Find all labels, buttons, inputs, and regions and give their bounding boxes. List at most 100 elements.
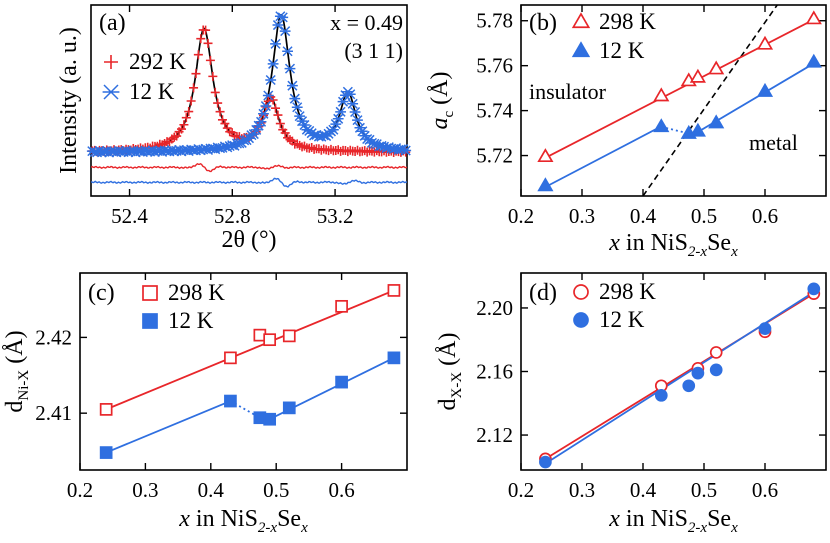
x-axis-label-sub: x	[300, 520, 308, 536]
data-point-292K	[205, 55, 215, 65]
data-point-298K	[653, 87, 670, 102]
plot-frame-a	[90, 4, 408, 197]
y-axis-label-main: d	[2, 401, 28, 413]
data-point-12K	[262, 90, 274, 101]
data-point-12K	[756, 82, 774, 97]
data-point-298K	[263, 333, 277, 347]
data-point-292K	[273, 110, 283, 120]
y-tick-label-d: 2.20	[476, 296, 513, 320]
data-point-292K	[271, 103, 281, 113]
data-point-298K	[805, 10, 822, 25]
boundary-group	[642, 5, 778, 196]
x-axis-label-text: in NiS	[620, 506, 688, 532]
legend-label-a: 292 K	[129, 49, 186, 74]
fit-line-298K	[105, 289, 395, 411]
plot-frame-b	[520, 4, 827, 197]
x-axis-label-text: in NiS	[620, 230, 688, 256]
data-point-12K	[332, 113, 344, 124]
data-point-12K	[282, 401, 296, 415]
annotation-reflection: (3 1 1)	[344, 38, 403, 63]
x-tick-label-c: 0.6	[328, 478, 354, 502]
fit-line-12K-low	[105, 400, 231, 454]
data-point-12K	[539, 455, 552, 469]
legend-label-d: 12 K	[599, 307, 645, 332]
data-point-292K	[196, 34, 206, 44]
legend-marker-c	[142, 285, 158, 301]
data-point-12K	[654, 388, 668, 402]
legend-label-b: 298 K	[599, 9, 656, 34]
data-point-12K	[299, 119, 310, 131]
data-point-12K	[282, 46, 293, 57]
data-point-292K	[179, 120, 189, 130]
x-axis-label-sub: x	[730, 520, 738, 536]
data-point-292K	[275, 119, 285, 129]
y-tick-label-c: 2.41	[35, 401, 72, 425]
x-tick-label-b: 0.4	[630, 204, 657, 228]
y-axis-label-main: d	[435, 399, 461, 411]
data-point-292K	[203, 38, 213, 48]
data-point-12K	[682, 379, 696, 393]
data-point-292K	[184, 107, 194, 117]
data-point-292K	[210, 87, 220, 97]
data-point-292K	[220, 119, 230, 129]
data-point-298K	[689, 68, 706, 83]
data-point-12K	[99, 446, 113, 459]
y-tick-label-b: 5.76	[476, 54, 513, 78]
y-axis-label-c: dNi-X (Å)	[2, 330, 32, 412]
y-tick-label-b: 5.74	[476, 99, 513, 123]
x-tick-label-d: 0.3	[569, 478, 595, 502]
data-point-12K	[279, 26, 291, 37]
legend-label-c: 298 K	[168, 280, 225, 305]
x-axis-label-sub: 2-x	[688, 520, 707, 536]
difference-curve-292K	[91, 162, 407, 173]
data-point-292K	[280, 128, 290, 138]
annotation-composition: x = 0.49	[330, 10, 403, 35]
x-axis-label-var: x	[608, 230, 620, 256]
x-tick-label-b: 0.3	[569, 204, 595, 228]
data-point-292K	[215, 107, 225, 117]
data-point-12K	[330, 119, 342, 130]
x-tick-label-a: 53.2	[317, 204, 354, 228]
y-axis-label-d: dX-X (Å)	[435, 333, 465, 411]
data-point-12K	[258, 108, 269, 119]
data-point-12K	[224, 394, 237, 408]
data-point-12K	[347, 98, 359, 109]
data-point-12K	[286, 80, 298, 91]
x-axis-label-b: x in NiS2-xSex	[608, 230, 738, 260]
data-point-12K	[260, 101, 272, 112]
data-point-298K	[282, 329, 296, 343]
data-point-292K	[201, 25, 211, 35]
data-point-298K	[537, 148, 554, 163]
panel-label-c: (c)	[88, 280, 115, 306]
y-tick-label-d: 2.12	[476, 423, 513, 447]
legend-marker-b	[571, 12, 591, 29]
data-point-12K	[805, 53, 822, 68]
data-point-12K	[387, 351, 401, 365]
x-tick-label-c: 0.4	[198, 478, 225, 502]
data-point-12K	[267, 58, 279, 69]
data-point-12K	[289, 93, 301, 104]
legend-marker-d	[573, 284, 589, 300]
panel-label-b: (b)	[529, 10, 557, 36]
data-point-12K	[263, 412, 277, 426]
data-point-12K	[270, 38, 281, 49]
data-point-298K	[335, 299, 348, 313]
y-tick-label-b: 5.72	[476, 144, 513, 168]
x-axis-label-sub: 2-x	[688, 244, 707, 260]
data-point-12K	[272, 20, 284, 31]
data-point-12K	[284, 63, 296, 74]
y-axis-label-main: a	[427, 118, 453, 130]
y-axis-label-a: Intensity (a. u.)	[56, 27, 82, 174]
y-tick-label-d: 2.16	[476, 360, 513, 384]
y-axis-label-sub: Ni-X	[16, 370, 32, 401]
x-tick-label-a: 52.4	[111, 204, 148, 228]
legend-marker-b	[571, 41, 591, 58]
fit-line-12K	[544, 291, 815, 465]
x-axis-label-text: in NiS	[190, 506, 258, 532]
y-axis-label-sub: c	[441, 111, 457, 118]
y-axis-label-unit: (Å)	[2, 330, 28, 369]
data-point-12K	[335, 375, 348, 389]
data-point-298K	[756, 35, 774, 50]
legend-label-c: 12 K	[168, 308, 214, 333]
data-point-12K	[349, 106, 361, 118]
